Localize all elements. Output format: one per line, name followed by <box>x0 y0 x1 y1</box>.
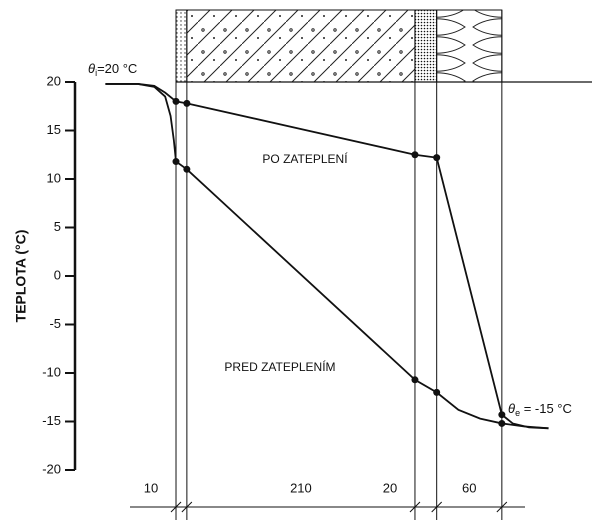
annotation-subscript: e <box>515 408 520 418</box>
boundary-point <box>411 376 419 384</box>
boundary-point <box>433 154 441 162</box>
y-tick-label: -15 <box>42 413 61 428</box>
annotation-symbol: θ <box>88 61 95 76</box>
wall-layer <box>186 9 416 83</box>
boundary-point <box>498 411 506 419</box>
annotation-text: = -15 °C <box>520 401 572 416</box>
boundary-point <box>172 158 180 166</box>
boundary-point <box>172 97 180 105</box>
dimension-label: 10 <box>144 480 158 495</box>
y-tick-label: -20 <box>42 461 61 476</box>
y-tick-label: 15 <box>47 122 61 137</box>
wall-layer <box>436 9 503 83</box>
annotation-symbol: θ <box>508 401 515 416</box>
y-tick-label: 5 <box>54 219 61 234</box>
dimension-label: 60 <box>462 480 476 495</box>
y-tick-label: -10 <box>42 364 61 379</box>
series-label: PRED ZATEPLENÍM <box>224 359 335 374</box>
dimension-tick <box>431 501 443 513</box>
dimension-label: 210 <box>290 480 312 495</box>
annotation: θi=20 °C <box>88 61 137 78</box>
y-tick-label: 10 <box>47 170 61 185</box>
dimension-label: 20 <box>383 480 397 495</box>
y-tick-label: 0 <box>54 267 61 282</box>
wall-layer <box>175 9 188 83</box>
annotation: θe = -15 °C <box>508 401 572 418</box>
y-axis-label: TEPLOTA (°C) <box>13 230 29 323</box>
wall-layer <box>414 9 438 83</box>
series-label: PO ZATEPLENÍ <box>262 151 348 166</box>
temperature-line <box>105 83 549 430</box>
dimension-tick <box>496 501 508 513</box>
annotation-subscript: i <box>95 68 97 78</box>
annotation-text: =20 °C <box>97 61 137 76</box>
boundary-point <box>183 99 191 107</box>
y-tick-label: 20 <box>47 73 61 88</box>
boundary-point <box>183 165 191 173</box>
dimension-tick <box>409 501 421 513</box>
boundary-point <box>433 388 441 396</box>
dimension-tick <box>170 501 182 513</box>
boundary-point <box>411 151 419 159</box>
y-tick-label: -5 <box>49 316 61 331</box>
dimension-tick <box>181 501 193 513</box>
boundary-point <box>498 419 506 427</box>
